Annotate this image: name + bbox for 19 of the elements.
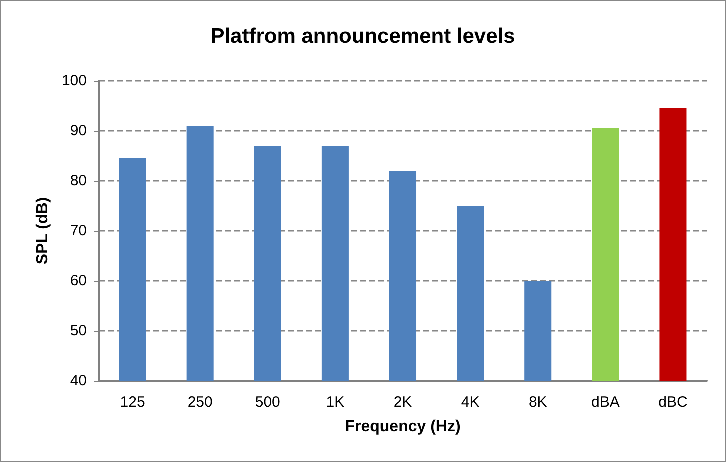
x-tick-label: 2K <box>394 394 412 411</box>
x-tick-label: dBC <box>658 394 688 411</box>
y-tick-label: 50 <box>70 322 87 340</box>
x-tick-label: 1K <box>326 394 345 411</box>
y-tick-label: 90 <box>70 122 87 140</box>
y-tick-label: 100 <box>62 72 87 90</box>
x-tick-label: 125 <box>120 394 146 411</box>
x-tick-label: 8K <box>528 394 548 411</box>
y-tick-label: 40 <box>70 372 87 390</box>
x-axis-title: Frequency (Hz) <box>345 418 461 436</box>
y-tick-label: 70 <box>70 222 87 240</box>
x-tick-label: dBA <box>591 394 620 411</box>
y-axis-title: SPL (dB) <box>34 197 52 265</box>
chart-title: Platfrom announcement levels <box>210 25 516 48</box>
y-tick-label: 60 <box>70 272 87 290</box>
x-tick-label: 250 <box>188 394 213 411</box>
y-tick-label: 80 <box>70 172 87 190</box>
x-tick-label: 500 <box>255 394 280 411</box>
x-tick-label: 4K <box>461 394 480 411</box>
